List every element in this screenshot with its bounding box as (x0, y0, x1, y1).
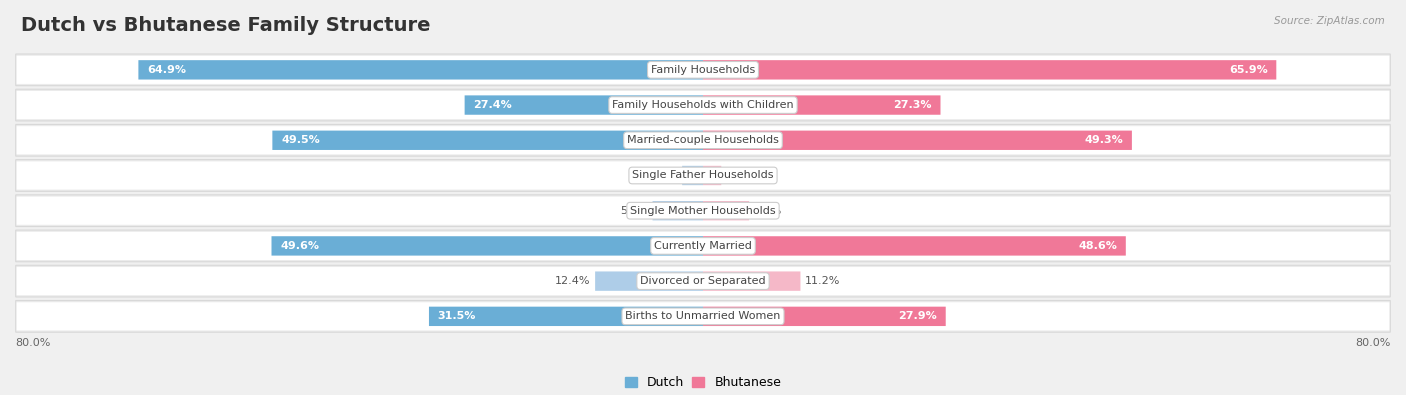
Legend: Dutch, Bhutanese: Dutch, Bhutanese (624, 376, 782, 389)
FancyBboxPatch shape (703, 131, 1132, 150)
FancyBboxPatch shape (682, 166, 703, 185)
Text: 80.0%: 80.0% (1355, 338, 1391, 348)
FancyBboxPatch shape (17, 302, 1389, 331)
Text: 49.6%: 49.6% (280, 241, 319, 251)
Text: 31.5%: 31.5% (437, 311, 477, 322)
FancyBboxPatch shape (464, 95, 703, 115)
Text: Divorced or Separated: Divorced or Separated (640, 276, 766, 286)
Text: 49.3%: 49.3% (1084, 135, 1123, 145)
FancyBboxPatch shape (15, 89, 1391, 121)
FancyBboxPatch shape (15, 195, 1391, 227)
FancyBboxPatch shape (17, 91, 1389, 119)
FancyBboxPatch shape (17, 267, 1389, 295)
FancyBboxPatch shape (703, 201, 749, 220)
Text: Source: ZipAtlas.com: Source: ZipAtlas.com (1274, 16, 1385, 26)
FancyBboxPatch shape (15, 301, 1391, 332)
FancyBboxPatch shape (703, 271, 800, 291)
Text: 64.9%: 64.9% (148, 65, 186, 75)
FancyBboxPatch shape (703, 60, 1277, 79)
FancyBboxPatch shape (17, 162, 1389, 190)
Text: Married-couple Households: Married-couple Households (627, 135, 779, 145)
Text: 27.9%: 27.9% (898, 311, 936, 322)
Text: 11.2%: 11.2% (804, 276, 841, 286)
FancyBboxPatch shape (273, 131, 703, 150)
FancyBboxPatch shape (17, 126, 1389, 154)
FancyBboxPatch shape (652, 201, 703, 220)
FancyBboxPatch shape (703, 236, 1126, 256)
FancyBboxPatch shape (15, 230, 1391, 262)
Text: Family Households with Children: Family Households with Children (612, 100, 794, 110)
FancyBboxPatch shape (271, 236, 703, 256)
Text: 5.3%: 5.3% (754, 206, 782, 216)
FancyBboxPatch shape (703, 166, 721, 185)
Text: 12.4%: 12.4% (555, 276, 591, 286)
FancyBboxPatch shape (138, 60, 703, 79)
Text: 49.5%: 49.5% (281, 135, 319, 145)
FancyBboxPatch shape (17, 197, 1389, 225)
Text: 27.3%: 27.3% (893, 100, 932, 110)
FancyBboxPatch shape (703, 95, 941, 115)
Text: 80.0%: 80.0% (15, 338, 51, 348)
Text: 2.1%: 2.1% (725, 171, 754, 181)
Text: Single Father Households: Single Father Households (633, 171, 773, 181)
FancyBboxPatch shape (15, 265, 1391, 297)
Text: 48.6%: 48.6% (1078, 241, 1118, 251)
FancyBboxPatch shape (15, 124, 1391, 156)
Text: Currently Married: Currently Married (654, 241, 752, 251)
Text: 27.4%: 27.4% (474, 100, 512, 110)
FancyBboxPatch shape (703, 307, 946, 326)
FancyBboxPatch shape (429, 307, 703, 326)
FancyBboxPatch shape (17, 56, 1389, 84)
Text: 5.8%: 5.8% (620, 206, 648, 216)
Text: Births to Unmarried Women: Births to Unmarried Women (626, 311, 780, 322)
FancyBboxPatch shape (595, 271, 703, 291)
FancyBboxPatch shape (15, 160, 1391, 191)
FancyBboxPatch shape (15, 54, 1391, 86)
Text: Single Mother Households: Single Mother Households (630, 206, 776, 216)
Text: 2.4%: 2.4% (650, 171, 678, 181)
Text: Dutch vs Bhutanese Family Structure: Dutch vs Bhutanese Family Structure (21, 16, 430, 35)
Text: 65.9%: 65.9% (1229, 65, 1268, 75)
Text: Family Households: Family Households (651, 65, 755, 75)
FancyBboxPatch shape (17, 232, 1389, 260)
